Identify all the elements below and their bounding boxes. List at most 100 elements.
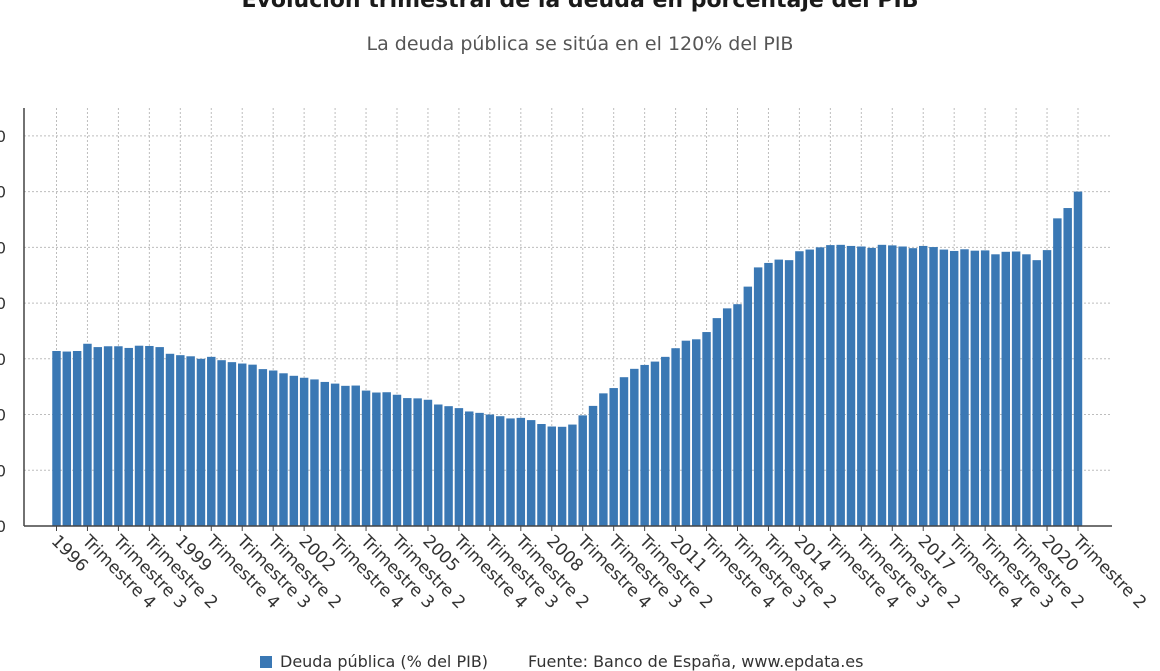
source-note: Fuente: Banco de España, www.epdata.es: [528, 652, 864, 671]
bar: [722, 308, 732, 526]
bar: [805, 249, 814, 526]
legend-swatch: [260, 655, 272, 668]
bar: [980, 250, 990, 526]
bar: [392, 394, 402, 526]
bar: [1073, 191, 1083, 526]
bar: [103, 346, 113, 526]
bar: [279, 373, 288, 526]
bar: [681, 340, 691, 526]
bar: [918, 245, 928, 526]
bar: [382, 392, 391, 526]
chart-subtitle: La deuda pública se sitúa en el 120% del…: [366, 33, 794, 55]
bar: [434, 404, 443, 526]
bar: [764, 262, 773, 526]
bar: [537, 424, 546, 526]
bar: [217, 360, 226, 526]
bar: [165, 353, 175, 526]
y-tick-label: 120: [0, 183, 6, 202]
bar: [836, 244, 845, 527]
bar: [650, 361, 660, 526]
bar: [330, 383, 340, 526]
bar: [630, 368, 639, 526]
bar: [248, 364, 257, 526]
bar: [320, 381, 330, 526]
bar: [134, 345, 144, 526]
bar: [516, 417, 526, 526]
bar: [289, 375, 299, 526]
bar: [186, 356, 195, 526]
bar: [588, 405, 598, 526]
bar: [464, 411, 474, 526]
bar: [93, 347, 103, 526]
legend: Deuda pública (% del PIB) Fuente: Banco …: [260, 652, 863, 671]
bar: [733, 304, 742, 526]
bar: [547, 426, 557, 526]
bar: [753, 267, 763, 526]
bar: [1063, 208, 1072, 527]
bar: [867, 247, 876, 526]
bar: [949, 250, 959, 526]
bar: [826, 245, 835, 526]
legend-label: Deuda pública (% del PIB): [280, 652, 489, 671]
bar: [702, 332, 711, 526]
bar: [815, 247, 825, 527]
y-tick-label: 0: [0, 517, 6, 536]
bar: [784, 260, 794, 526]
bar: [227, 362, 237, 526]
y-tick-label: 80: [0, 294, 6, 313]
bar: [991, 254, 1000, 527]
bar: [341, 385, 350, 526]
bar: [268, 370, 278, 526]
y-tick-label: 140: [0, 127, 6, 146]
bar: [1011, 251, 1021, 526]
bar: [557, 426, 567, 526]
bar: [526, 420, 536, 526]
bar: [124, 347, 133, 526]
bar: [578, 415, 587, 526]
bar: [485, 414, 495, 526]
bar: [846, 245, 856, 526]
bar: [207, 356, 216, 526]
bar: [661, 356, 670, 526]
bar: [72, 350, 82, 526]
bar: [908, 248, 918, 527]
bar: [351, 385, 360, 526]
bar: [114, 346, 123, 526]
bar: [619, 377, 629, 526]
bar: [599, 393, 608, 526]
bar: [258, 369, 268, 526]
bar: [413, 398, 422, 526]
bar: [929, 247, 938, 526]
bar: [1022, 254, 1031, 527]
bar: [1032, 260, 1041, 526]
y-tick-label: 60: [0, 350, 6, 369]
bar: [1001, 251, 1011, 527]
bar: [454, 408, 464, 526]
bar: [237, 363, 247, 526]
bar: [888, 245, 897, 526]
bar: [1042, 250, 1052, 526]
y-tick-label: 100: [0, 238, 6, 257]
bar: [743, 286, 753, 526]
bar: [568, 424, 577, 526]
bar: [712, 318, 722, 526]
bar: [960, 249, 969, 526]
bar: [372, 392, 381, 526]
y-tick-label: 20: [0, 461, 6, 480]
bar: [1053, 218, 1062, 527]
bar: [609, 388, 618, 526]
bar: [495, 416, 505, 526]
bar: [475, 412, 484, 526]
bar: [506, 418, 515, 526]
bar: [857, 246, 866, 527]
bar: [155, 347, 164, 526]
bar: [877, 244, 887, 527]
bar: [145, 345, 154, 526]
bar: [444, 406, 453, 526]
bar: [52, 350, 61, 526]
bar: [361, 390, 371, 526]
bar: [774, 259, 784, 526]
bar: [196, 358, 206, 526]
bar: [898, 246, 907, 527]
